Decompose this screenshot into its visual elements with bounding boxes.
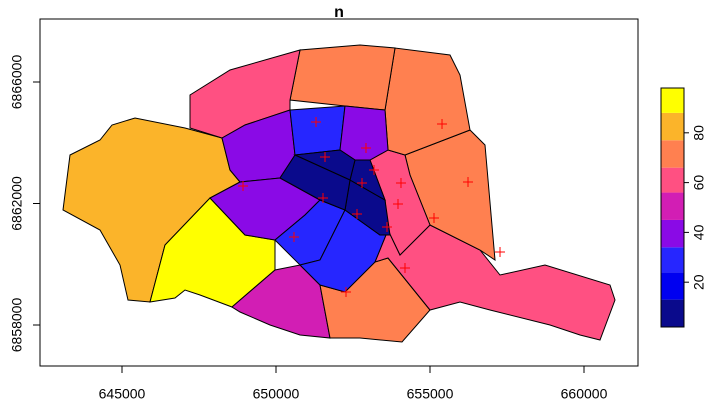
point-marker [352,209,363,220]
colorbar-bin [661,167,684,193]
point-marker [369,164,380,175]
plot-frame [39,18,639,367]
colorbar-tick-label: 20 [691,274,707,290]
colorbar-frame [660,87,685,328]
colorbar-tick-label: 40 [691,224,707,240]
point-marker [288,231,299,242]
colorbar-bin [661,88,684,113]
point-marker [341,287,352,298]
point-marker [320,151,331,162]
colorbar-bin [661,192,684,220]
y-tick-label: 6858000 [9,298,25,353]
colorbar-tick-label: 80 [691,125,707,141]
point-marker [238,181,249,191]
region [289,105,346,156]
point-marker [392,198,403,209]
colorbar-bin [661,219,684,248]
y-tick-label: 6866000 [9,55,25,110]
x-tick-label: 655000 [407,386,454,402]
colorbar-bin [661,112,684,141]
y-tick-label: 6862000 [9,176,25,231]
x-tick-label: 650000 [253,386,300,402]
point-marker [356,177,367,188]
point-marker [437,119,448,130]
x-tick-label: 645000 [99,386,146,402]
colorbar-bin [661,299,684,327]
point-marker [495,247,506,258]
point-marker [429,212,440,223]
region [384,47,471,156]
colorbar-bin [661,272,684,300]
point-marker [395,177,406,188]
point-marker [311,117,322,127]
map-title: n [334,4,344,21]
point-marker [382,222,393,233]
point-marker [463,176,474,187]
point-marker [317,192,328,203]
colorbar-bin [661,247,684,273]
x-tick-label: 660000 [561,386,608,402]
colorbar-tick-label: 60 [691,175,707,191]
region [289,44,396,111]
region [279,154,351,211]
region [339,105,389,161]
colorbar-bin [661,140,684,168]
point-marker [360,143,371,154]
point-marker [399,262,410,273]
